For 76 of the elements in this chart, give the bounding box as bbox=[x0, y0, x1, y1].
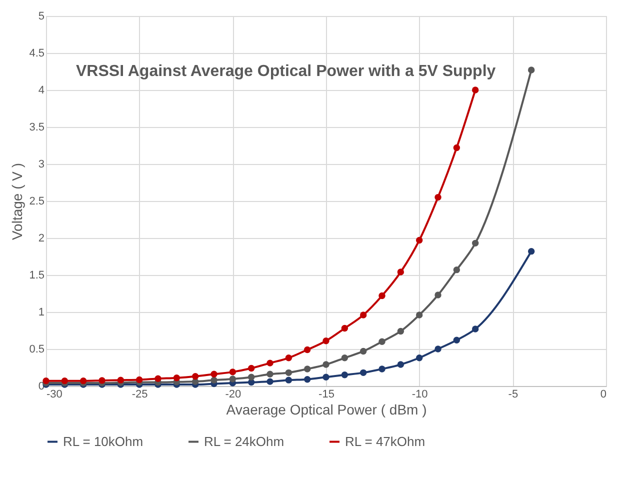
point bbox=[397, 328, 404, 335]
x-tick-label: -20 bbox=[225, 388, 242, 400]
text: VRSSI Against Average Optical Power with a 5V Supply bbox=[76, 63, 496, 80]
point bbox=[229, 368, 236, 376]
legend-label: RL = 24kOhm bbox=[204, 434, 284, 449]
point bbox=[80, 377, 87, 384]
point bbox=[136, 376, 143, 384]
point bbox=[453, 144, 460, 152]
point bbox=[378, 338, 386, 345]
point bbox=[472, 326, 479, 332]
point bbox=[453, 266, 460, 274]
point bbox=[304, 366, 311, 372]
point bbox=[266, 370, 274, 378]
point bbox=[117, 376, 124, 384]
point bbox=[322, 338, 330, 344]
point bbox=[341, 372, 348, 378]
point bbox=[341, 354, 348, 362]
y-tick-label: 1.5 bbox=[29, 270, 44, 282]
point bbox=[453, 336, 460, 344]
point bbox=[416, 354, 423, 362]
point bbox=[304, 376, 311, 383]
y-tick-label: 2.5 bbox=[29, 196, 44, 208]
legend-label: RL = 47kOhm bbox=[345, 434, 426, 449]
x-tick-label: -25 bbox=[132, 388, 148, 400]
point bbox=[378, 292, 386, 300]
y-tick-label: 3.5 bbox=[29, 122, 44, 134]
point bbox=[285, 354, 292, 362]
point bbox=[173, 374, 180, 382]
point bbox=[416, 236, 423, 244]
point bbox=[378, 366, 386, 372]
y-tick-label: 4.5 bbox=[29, 48, 44, 60]
point bbox=[229, 376, 236, 382]
point bbox=[210, 376, 218, 384]
point bbox=[304, 346, 311, 354]
point bbox=[322, 361, 330, 368]
point bbox=[61, 377, 68, 384]
x-tick-label: 0 bbox=[600, 388, 606, 400]
point bbox=[434, 194, 442, 201]
x-tick-label: -15 bbox=[318, 388, 334, 400]
point bbox=[285, 369, 292, 376]
x-tick-label: -30 bbox=[46, 388, 62, 400]
point bbox=[42, 377, 50, 384]
point bbox=[528, 66, 535, 74]
point bbox=[360, 312, 367, 318]
point bbox=[192, 373, 199, 380]
point bbox=[266, 360, 274, 366]
point bbox=[472, 240, 479, 247]
x-tick-label: -10 bbox=[412, 388, 428, 400]
x-tick-label: -5 bbox=[508, 388, 518, 400]
point bbox=[360, 369, 367, 376]
y-tick-label: 4 bbox=[38, 84, 44, 96]
point bbox=[397, 361, 404, 368]
point bbox=[472, 86, 479, 94]
point bbox=[397, 268, 404, 276]
point bbox=[341, 324, 348, 332]
legend-label: RL = 10kOhm bbox=[63, 434, 144, 449]
point bbox=[360, 348, 367, 355]
y-tick-label: 0.5 bbox=[29, 344, 44, 356]
y-tick-label: 5 bbox=[38, 10, 44, 22]
point bbox=[154, 375, 162, 382]
y-tick-label: 3 bbox=[38, 158, 44, 170]
point bbox=[528, 248, 535, 255]
point bbox=[434, 292, 442, 298]
x-axis-title: Avaerage Optical Power ( dBm ) bbox=[226, 402, 427, 418]
point bbox=[434, 346, 442, 352]
y-axis-title: Voltage ( V ) bbox=[9, 162, 26, 240]
point bbox=[210, 370, 218, 378]
point bbox=[266, 378, 274, 385]
point bbox=[285, 376, 292, 384]
point bbox=[416, 312, 423, 318]
point bbox=[322, 374, 330, 380]
point bbox=[98, 377, 106, 384]
y-tick-label: 1 bbox=[38, 306, 44, 318]
y-tick-label: 2 bbox=[38, 232, 44, 244]
point bbox=[248, 364, 255, 372]
point bbox=[248, 374, 255, 380]
